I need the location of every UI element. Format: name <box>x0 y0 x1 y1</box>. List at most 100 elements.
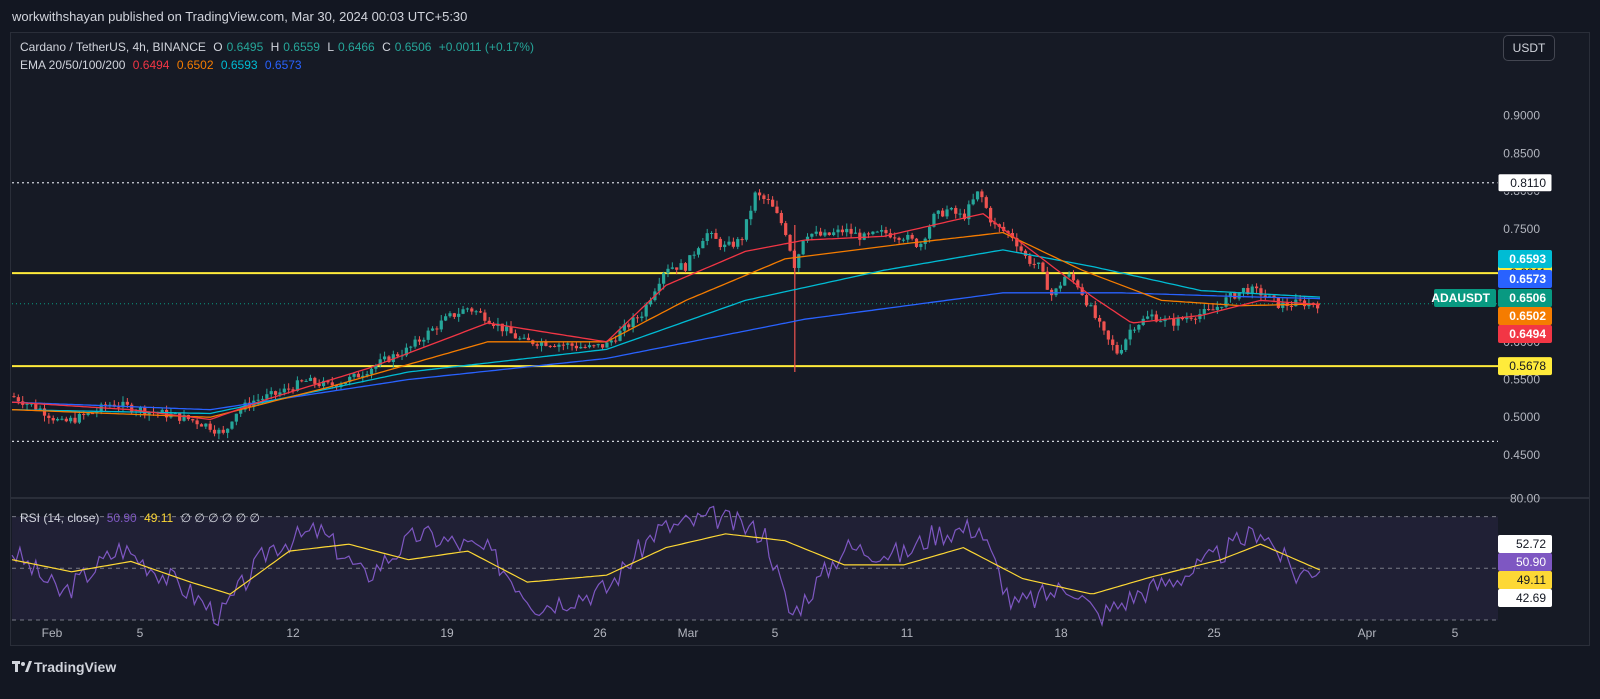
price-label-3: 0.6506 <box>1509 291 1546 305</box>
candle-body <box>265 394 269 399</box>
candle-body <box>875 231 879 233</box>
ema20-line <box>11 212 1321 421</box>
candle-body <box>25 403 29 405</box>
candle-body <box>300 380 304 382</box>
candle-body <box>757 192 762 196</box>
candle-body <box>1215 306 1219 310</box>
candle-body <box>1250 286 1254 294</box>
x-tick-label-6: 5 <box>772 626 779 640</box>
candle-body <box>317 383 321 387</box>
candle-body <box>853 232 858 234</box>
candle-body <box>439 320 443 330</box>
candle-body <box>640 316 644 319</box>
candle-body <box>627 324 631 328</box>
candle-body <box>348 376 352 382</box>
candle-body <box>1023 250 1028 256</box>
candle-body <box>1228 293 1233 298</box>
level-label-0: 0.8110 <box>1510 176 1546 190</box>
candle-body <box>906 234 910 240</box>
candle-body <box>160 409 164 413</box>
candle-body <box>849 228 853 234</box>
candle-body <box>644 304 648 317</box>
ema-label: EMA 20/50/100/200 <box>20 58 126 72</box>
candle-body <box>1189 317 1193 319</box>
candle-body <box>666 268 670 274</box>
candle-body <box>592 345 596 347</box>
candle-body <box>631 317 635 328</box>
ema50-value: 0.6502 <box>176 58 214 72</box>
candle-body <box>55 418 60 421</box>
candle-body <box>1145 316 1150 319</box>
candles-group <box>12 189 1320 440</box>
candle-body <box>910 234 914 239</box>
y-tick-label-1: 0.8500 <box>1503 146 1540 160</box>
candle-body <box>810 233 814 237</box>
candle-body <box>396 354 400 357</box>
candle-body <box>1089 305 1093 307</box>
rsi-tick-80: 80.00 <box>1510 492 1540 506</box>
candle-body <box>862 233 866 240</box>
ema-legend: EMA 20/50/100/200 0.6494 0.6502 0.6593 0… <box>20 58 306 72</box>
candle-body <box>561 344 565 346</box>
candle-body <box>548 345 552 347</box>
candle-body <box>605 342 609 348</box>
candle-body <box>535 344 539 346</box>
candle-body <box>413 339 417 347</box>
rsi-label-1: 50.90 <box>1516 555 1546 569</box>
candle-body <box>980 191 984 198</box>
candle-body <box>1276 297 1280 308</box>
currency-button[interactable]: USDT <box>1503 35 1555 61</box>
candle-body <box>784 223 788 235</box>
candle-body <box>618 330 622 341</box>
candle-body <box>805 236 810 241</box>
candle-body <box>949 208 953 210</box>
candle-body <box>587 345 592 348</box>
chart-frame <box>10 32 1590 646</box>
candle-body <box>278 392 282 395</box>
candle-body <box>335 385 339 387</box>
candle-body <box>600 344 605 348</box>
x-tick-label-1: 5 <box>137 626 144 640</box>
candle-body <box>941 210 945 217</box>
candle-body <box>435 328 439 330</box>
rsi-label-box-0 <box>1498 535 1552 553</box>
candle-body <box>858 232 862 240</box>
candle-body <box>69 417 73 422</box>
candle-body <box>635 317 640 319</box>
candle-body <box>1254 286 1259 289</box>
candle-body <box>217 429 221 434</box>
candle-body <box>1137 324 1141 330</box>
rsi-label-box-3 <box>1498 589 1552 607</box>
candle-body <box>814 231 818 234</box>
candle-body <box>866 233 871 235</box>
candle-body <box>1098 317 1102 322</box>
candle-body <box>927 226 932 239</box>
candle-body <box>326 380 330 383</box>
candle-body <box>801 240 805 255</box>
candle-body <box>226 428 230 433</box>
candle-body <box>823 232 827 236</box>
candle-body <box>234 413 238 422</box>
candle-body <box>1150 314 1154 317</box>
candle-body <box>574 345 579 349</box>
candle-body <box>1224 297 1228 307</box>
candle-body <box>766 199 770 201</box>
candle-body <box>1241 287 1246 293</box>
candle-body <box>12 396 16 398</box>
y-tick-label-0: 0.9000 <box>1503 109 1540 123</box>
candle-body <box>38 408 42 410</box>
candle-body <box>989 207 993 223</box>
candle-body <box>1093 305 1097 318</box>
candle-body <box>34 403 38 410</box>
candle-body <box>269 391 273 395</box>
candle-body <box>1115 344 1119 354</box>
rsi-ma-line <box>11 533 1321 595</box>
price-label-box-3 <box>1498 289 1552 307</box>
candle-body <box>1076 280 1080 288</box>
candle-body <box>204 423 208 427</box>
y-tick-label-8: 0.5000 <box>1503 410 1540 424</box>
candle-body <box>378 359 382 366</box>
candle-body <box>566 343 570 345</box>
y-tick-label-7: 0.5500 <box>1503 373 1540 387</box>
